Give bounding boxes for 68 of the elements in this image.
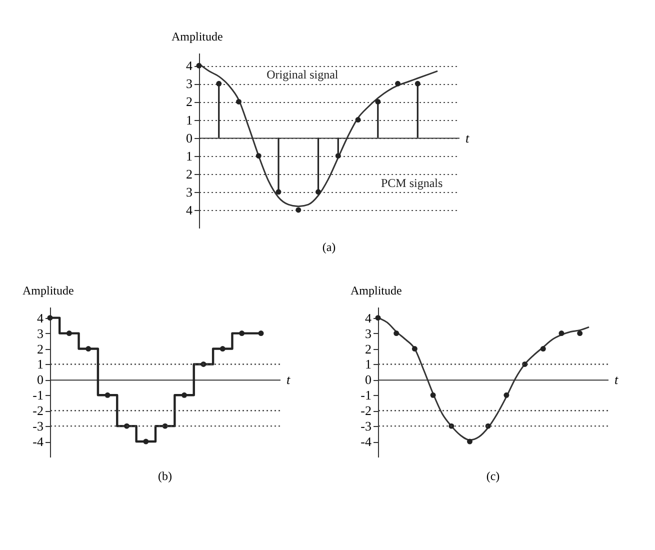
x-axis-title: t — [614, 372, 618, 388]
point — [335, 153, 341, 159]
y-tick-label: 2 — [186, 94, 192, 110]
text: (c) — [486, 469, 500, 483]
y-tick-label: 1 — [364, 356, 372, 372]
point — [375, 315, 380, 321]
point — [276, 189, 282, 195]
y-tick-label: 0 — [186, 130, 192, 146]
y-tick-label: 3 — [186, 184, 192, 200]
point — [258, 330, 264, 336]
point — [355, 117, 361, 122]
point — [558, 330, 564, 336]
point — [375, 98, 381, 104]
y-tick-label: -4 — [360, 434, 372, 450]
annotation: PCM signals — [381, 176, 444, 190]
y-tick-label: 4 — [37, 310, 44, 326]
point — [412, 346, 418, 352]
point — [540, 346, 546, 352]
y-tick-label: -3 — [360, 418, 372, 434]
y-tick-label: 1 — [37, 356, 44, 372]
annotation: Original signal — [266, 68, 339, 82]
y-axis-title: Amplitude — [172, 30, 223, 44]
text: (a) — [322, 240, 336, 254]
y-axis-title: Amplitude — [22, 284, 74, 298]
point — [105, 392, 111, 398]
text: (b) — [158, 469, 172, 483]
point — [86, 346, 92, 352]
point — [466, 438, 472, 444]
y-tick-label: 4 — [186, 202, 193, 218]
point — [236, 98, 242, 104]
point — [220, 346, 226, 352]
y-tick-label: -2 — [360, 403, 372, 418]
point — [48, 315, 53, 321]
y-tick-label: 0 — [37, 372, 44, 388]
y-tick-label: -4 — [32, 434, 44, 450]
y-tick-label: -1 — [360, 388, 372, 403]
point — [576, 330, 582, 336]
point — [393, 330, 399, 336]
point — [216, 80, 222, 86]
y-tick-label: 2 — [364, 341, 372, 356]
point — [430, 392, 436, 398]
y-tick-label: -2 — [32, 403, 44, 418]
point — [296, 207, 302, 213]
y-tick-label: 1 — [186, 148, 192, 164]
y-tick-label: -1 — [32, 388, 44, 403]
y-tick-label: 2 — [37, 341, 44, 356]
point — [66, 330, 72, 336]
y-tick-label: 2 — [186, 166, 192, 182]
point — [239, 330, 245, 336]
point — [316, 189, 322, 195]
point — [182, 392, 188, 398]
point — [256, 153, 262, 159]
y-axis-title: Amplitude — [350, 284, 402, 298]
point — [414, 80, 420, 86]
y-tick-label: -3 — [32, 418, 44, 434]
y-tick-label: 3 — [37, 326, 44, 341]
point — [124, 423, 130, 429]
y-tick-label: 3 — [364, 326, 372, 341]
point — [503, 392, 509, 398]
y-tick-label: 4 — [186, 58, 193, 74]
y-tick-label: 1 — [186, 112, 192, 128]
point — [395, 80, 401, 86]
y-tick-label: 3 — [186, 76, 192, 92]
y-tick-label: 4 — [364, 310, 372, 326]
point — [143, 438, 149, 444]
x-axis-title: t — [286, 372, 291, 388]
y-tick-label: 0 — [364, 372, 372, 388]
x-axis-title: t — [466, 130, 470, 146]
